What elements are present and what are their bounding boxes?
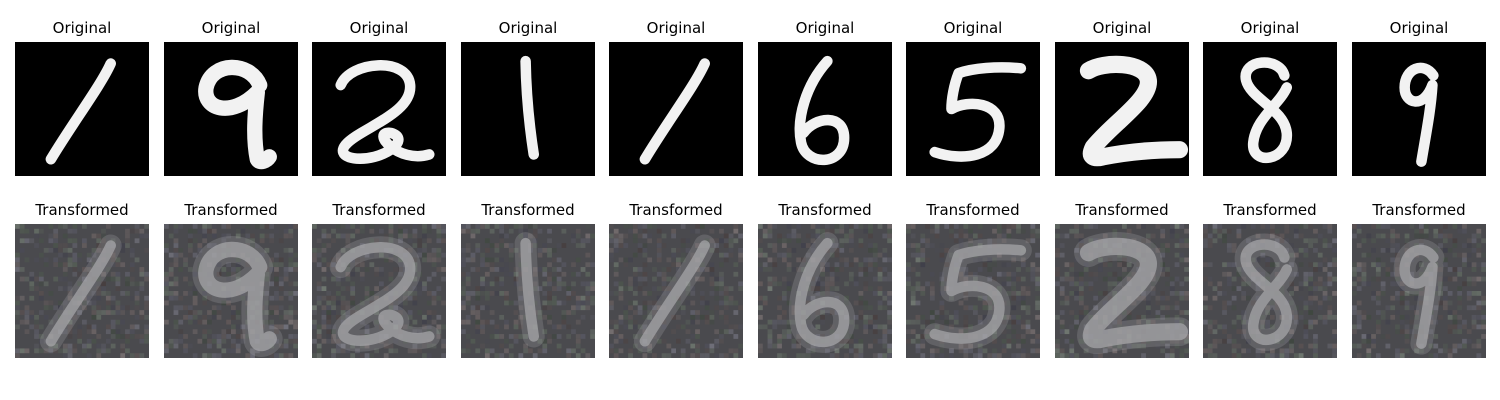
- original-digit-image: [1352, 42, 1486, 176]
- panel-title: Original: [498, 19, 558, 37]
- panel-title: Transformed: [481, 201, 575, 219]
- panel-title: Original: [646, 19, 706, 37]
- panel-title: Original: [52, 19, 112, 37]
- original-digit-image: [164, 42, 298, 176]
- noise-texture: [1352, 224, 1486, 358]
- transformed-digit-image: [164, 224, 298, 358]
- transformed-digit-image: [1352, 224, 1486, 358]
- panel-title: Original: [349, 19, 409, 37]
- digit-stroke: [198, 241, 277, 352]
- digit-stroke: [1079, 237, 1189, 349]
- panel-title: Original: [943, 19, 1003, 37]
- digit-stroke: [1240, 57, 1293, 163]
- panel-title: Transformed: [1075, 201, 1169, 219]
- transformed-digit-image: [312, 224, 446, 358]
- noise-texture: [758, 224, 892, 358]
- panel-title: Transformed: [629, 201, 723, 219]
- original-digit-image: [312, 42, 446, 176]
- original-digit-image: [906, 42, 1040, 176]
- original-digit-image: [461, 42, 595, 176]
- panel-title: Transformed: [778, 201, 872, 219]
- digit-stroke: [335, 60, 435, 164]
- noise-texture: [461, 224, 595, 358]
- digit-stroke: [1240, 239, 1293, 345]
- digit-stroke: [929, 244, 1027, 344]
- original-digit-image: [15, 42, 149, 176]
- transformed-digit-image: [609, 224, 743, 358]
- panel-title: Transformed: [184, 201, 278, 219]
- digit-stroke: [335, 242, 435, 346]
- transformed-digit-image: [461, 224, 595, 358]
- digit-stroke: [45, 58, 116, 165]
- digit-stroke: [520, 55, 540, 160]
- digit-stroke: [1079, 55, 1189, 167]
- transformed-digit-image: [906, 224, 1040, 358]
- original-digit-image: [1055, 42, 1189, 176]
- digit-stroke: [794, 237, 850, 348]
- original-digit-image: [609, 42, 743, 176]
- original-digit-image: [758, 42, 892, 176]
- digit-stroke: [794, 55, 850, 166]
- digit-stroke: [1399, 62, 1439, 167]
- digit-stroke: [929, 62, 1027, 162]
- digit-stroke: [45, 240, 116, 347]
- panel-title: Original: [1240, 19, 1300, 37]
- transformed-digit-image: [1203, 224, 1337, 358]
- digit-stroke: [198, 59, 277, 170]
- original-digit-image: [1203, 42, 1337, 176]
- digit-stroke: [639, 240, 710, 347]
- panel-title: Transformed: [1372, 201, 1466, 219]
- transformed-digit-image: [1055, 224, 1189, 358]
- panel-title: Transformed: [35, 201, 129, 219]
- panel-title: Original: [1092, 19, 1152, 37]
- panel-title: Original: [1389, 19, 1449, 37]
- transformed-digit-image: [15, 224, 149, 358]
- panel-title: Original: [795, 19, 855, 37]
- digit-stroke: [639, 58, 710, 165]
- noise-texture: [15, 224, 149, 358]
- digit-stroke: [520, 237, 540, 342]
- panel-title: Transformed: [1223, 201, 1317, 219]
- panel-title: Transformed: [332, 201, 426, 219]
- panel-title: Original: [201, 19, 261, 37]
- panel-title: Transformed: [926, 201, 1020, 219]
- digit-stroke: [1399, 244, 1439, 349]
- transformed-digit-image: [758, 224, 892, 358]
